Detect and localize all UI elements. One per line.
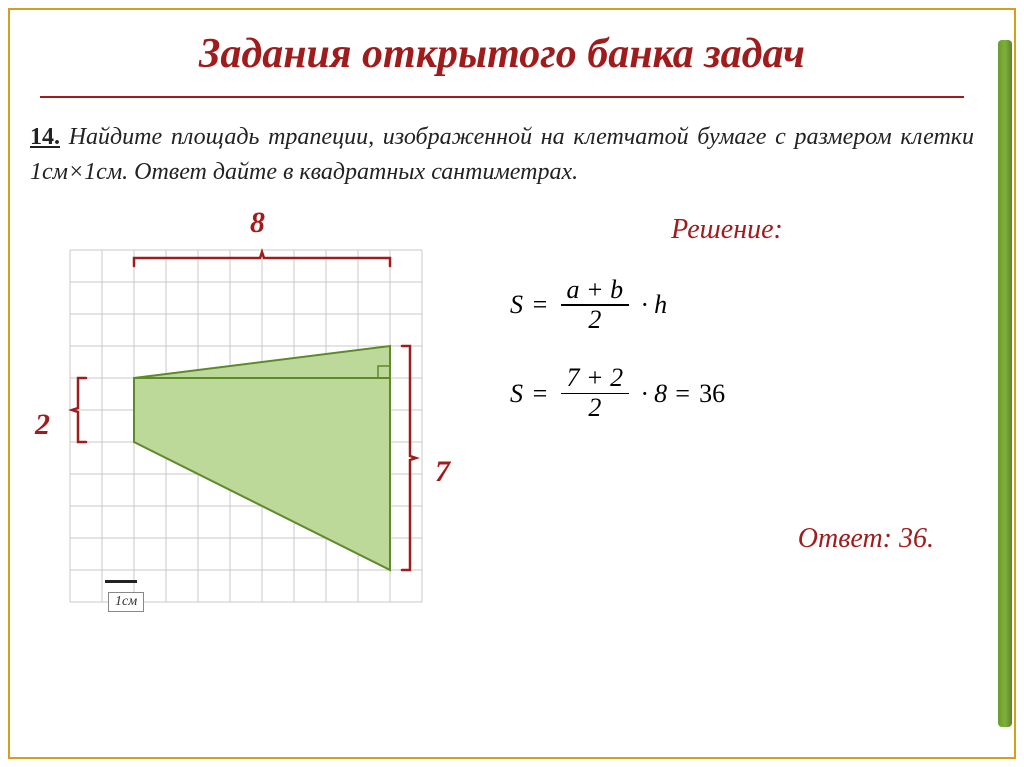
dim-label-8: 8 [250, 206, 265, 240]
formula-1: S = a + b 2 · h [510, 276, 974, 335]
problem-text: Найдите площадь трапеции, изображенной н… [30, 124, 974, 185]
solution-heading: Решение: [480, 214, 974, 246]
formula-2: S = 7 + 2 2 · 8 = 36 [510, 364, 974, 423]
f2-fraction: 7 + 2 2 [561, 364, 630, 423]
f2-frac-top: 7 + 2 [561, 364, 630, 393]
page-title: Задания открытого банка задач [30, 30, 974, 78]
content-area: Задания открытого банка задач 14. Найдит… [30, 20, 974, 747]
f2-lhs: S [510, 379, 523, 409]
lower-row: 8 2 7 1см Решение: S = a + b 2 · h S = [30, 210, 974, 640]
scale-label: 1см [108, 592, 144, 612]
equals-sign: = [531, 379, 549, 409]
f2-mid: · 8 = [641, 379, 691, 409]
dim-label-7: 7 [435, 455, 450, 489]
right-decorative-bar [998, 40, 1012, 727]
title-underline [40, 96, 964, 98]
f2-result: 36 [699, 379, 725, 409]
problem-number: 14. [30, 124, 60, 150]
equals-sign: = [531, 290, 549, 320]
f1-fraction: a + b 2 [561, 276, 630, 335]
f1-frac-top: a + b [561, 276, 630, 305]
f2-frac-bot: 2 [582, 394, 607, 423]
scale-bar [105, 580, 137, 583]
dim-label-2: 2 [35, 408, 50, 442]
f1-lhs: S [510, 290, 523, 320]
grid-svg [30, 210, 430, 630]
f1-frac-bot: 2 [582, 306, 607, 335]
problem-statement: 14. Найдите площадь трапеции, изображенн… [30, 120, 974, 190]
f1-tail: · h [641, 290, 667, 320]
figure: 8 2 7 1см [30, 210, 450, 640]
solution-block: Решение: S = a + b 2 · h S = 7 + 2 2 [480, 210, 974, 640]
answer-line: Ответ: 36. [480, 523, 974, 555]
